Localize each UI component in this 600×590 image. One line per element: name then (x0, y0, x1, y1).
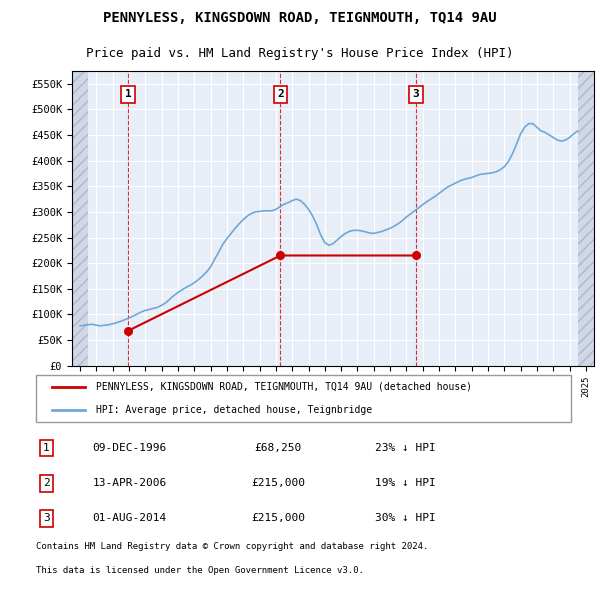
Bar (578, 71, 594, 366)
FancyBboxPatch shape (35, 375, 571, 422)
Text: 13-APR-2006: 13-APR-2006 (92, 478, 166, 488)
Bar (72, 71, 88, 366)
Text: Price paid vs. HM Land Registry's House Price Index (HPI): Price paid vs. HM Land Registry's House … (86, 47, 514, 60)
Text: 2: 2 (43, 478, 50, 488)
Text: 19% ↓ HPI: 19% ↓ HPI (375, 478, 436, 488)
Text: PENNYLESS, KINGSDOWN ROAD, TEIGNMOUTH, TQ14 9AU (detached house): PENNYLESS, KINGSDOWN ROAD, TEIGNMOUTH, T… (96, 382, 472, 392)
Text: 09-DEC-1996: 09-DEC-1996 (92, 443, 166, 453)
Point (124, 326, 133, 336)
Text: £215,000: £215,000 (251, 513, 305, 523)
Text: 23% ↓ HPI: 23% ↓ HPI (375, 443, 436, 453)
Text: 3: 3 (412, 90, 419, 99)
Text: PENNYLESS, KINGSDOWN ROAD, TEIGNMOUTH, TQ14 9AU: PENNYLESS, KINGSDOWN ROAD, TEIGNMOUTH, T… (103, 11, 497, 25)
Text: 2: 2 (277, 90, 284, 99)
Text: This data is licensed under the Open Government Licence v3.0.: This data is licensed under the Open Gov… (35, 566, 364, 575)
Text: 1: 1 (43, 443, 50, 453)
Text: HPI: Average price, detached house, Teignbridge: HPI: Average price, detached house, Teig… (96, 405, 373, 415)
Text: Contains HM Land Registry data © Crown copyright and database right 2024.: Contains HM Land Registry data © Crown c… (35, 542, 428, 552)
Text: 3: 3 (43, 513, 50, 523)
Point (411, 251, 421, 260)
Text: £68,250: £68,250 (255, 443, 302, 453)
Point (275, 251, 285, 260)
Text: 01-AUG-2014: 01-AUG-2014 (92, 513, 166, 523)
Text: 30% ↓ HPI: 30% ↓ HPI (375, 513, 436, 523)
Text: £215,000: £215,000 (251, 478, 305, 488)
Text: 1: 1 (125, 90, 131, 99)
